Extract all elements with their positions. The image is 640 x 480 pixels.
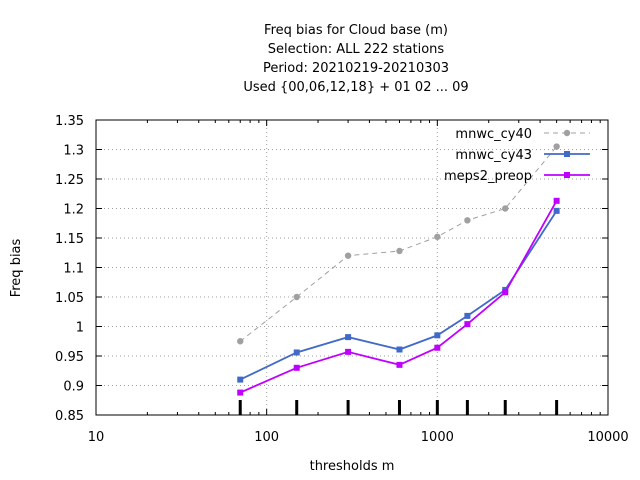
y-tick-label: 1.35 bbox=[55, 114, 84, 129]
data-point-meps2_preop bbox=[502, 289, 509, 296]
x-tick-label: 10 bbox=[88, 430, 105, 445]
y-tick-label: 1 bbox=[76, 321, 84, 336]
data-point-mnwc_cy43 bbox=[396, 346, 403, 353]
legend-marker-mnwc_cy43 bbox=[564, 151, 570, 157]
y-tick-label: 0.9 bbox=[63, 380, 84, 395]
data-point-mnwc_cy40 bbox=[344, 252, 352, 259]
data-point-meps2_preop bbox=[434, 344, 441, 351]
data-point-mnwc_cy40 bbox=[502, 205, 509, 212]
data-point-mnwc_cy43 bbox=[434, 332, 441, 339]
data-point-mnwc_cy40 bbox=[293, 293, 300, 301]
series-line-mnwc_cy43 bbox=[239, 210, 558, 381]
legend-label-mnwc_cy43: mnwc_cy43 bbox=[455, 148, 532, 163]
y-tick-label: 1.25 bbox=[55, 173, 84, 188]
x-axis-label: thresholds m bbox=[310, 459, 395, 474]
legend-marker-meps2_preop bbox=[564, 172, 570, 178]
data-point-meps2_preop bbox=[345, 348, 352, 355]
x-axis: 10 100 1000 10000 bbox=[88, 120, 629, 445]
series-line-meps2_preop bbox=[239, 200, 558, 394]
data-point-mnwc_cy40 bbox=[434, 233, 441, 241]
y-tick-label: 1.05 bbox=[55, 291, 84, 306]
data-point-meps2_preop bbox=[464, 321, 471, 328]
threshold-markers bbox=[238, 400, 559, 415]
title-line-3: Period: 20210219-20210303 bbox=[263, 61, 449, 76]
data-point-meps2_preop bbox=[237, 389, 244, 396]
data-point-meps2_preop bbox=[396, 361, 403, 368]
data-point-mnwc_cy43 bbox=[553, 207, 560, 214]
series-line-mnwc_cy40 bbox=[239, 146, 557, 342]
grid bbox=[96, 120, 608, 415]
data-point-mnwc_cy43 bbox=[293, 349, 300, 356]
legend-label-mnwc_cy40: mnwc_cy40 bbox=[455, 127, 532, 142]
legend-label-meps2_preop: meps2_preop bbox=[444, 169, 532, 184]
data-point-meps2_preop bbox=[553, 197, 560, 204]
data-point-meps2_preop bbox=[293, 364, 300, 371]
data-point-mnwc_cy43 bbox=[345, 334, 352, 341]
y-tick-label: 1.2 bbox=[63, 203, 84, 218]
y-tick-label: 0.85 bbox=[55, 409, 84, 424]
data-point-mnwc_cy43 bbox=[237, 376, 244, 383]
series-lines bbox=[237, 143, 560, 396]
data-point-mnwc_cy40 bbox=[237, 338, 244, 345]
x-tick-label: 1000 bbox=[421, 430, 454, 445]
data-point-mnwc_cy43 bbox=[464, 312, 471, 319]
title-line-1: Freq bias for Cloud base (m) bbox=[264, 23, 448, 38]
title-line-4: Used {00,06,12,18} + 01 02 ... 09 bbox=[243, 80, 468, 95]
y-tick-label: 0.95 bbox=[55, 350, 84, 365]
data-point-mnwc_cy40 bbox=[553, 143, 560, 150]
y-axis: 0.85 0.9 0.95 1 1.05 1.1 1.15 1.2 1.25 1.3 1.35 bbox=[55, 114, 608, 424]
legend-marker-mnwc_cy40 bbox=[563, 129, 571, 137]
y-tick-label: 1.3 bbox=[63, 144, 84, 159]
chart-title: Freq bias for Cloud base (m) Selection: A… bbox=[243, 23, 468, 95]
data-point-mnwc_cy40 bbox=[464, 217, 471, 224]
legend: mnwc_cy40 mnwc_cy43 meps2_preop bbox=[444, 127, 590, 184]
y-axis-label: Freq bias bbox=[9, 238, 24, 297]
title-line-2: Selection: ALL 222 stations bbox=[268, 42, 445, 57]
x-tick-label: 100 bbox=[254, 430, 279, 445]
data-point-mnwc_cy40 bbox=[396, 247, 403, 255]
y-tick-label: 1.15 bbox=[55, 232, 84, 247]
y-tick-label: 1.1 bbox=[63, 262, 84, 277]
x-tick-label: 10000 bbox=[587, 430, 628, 445]
